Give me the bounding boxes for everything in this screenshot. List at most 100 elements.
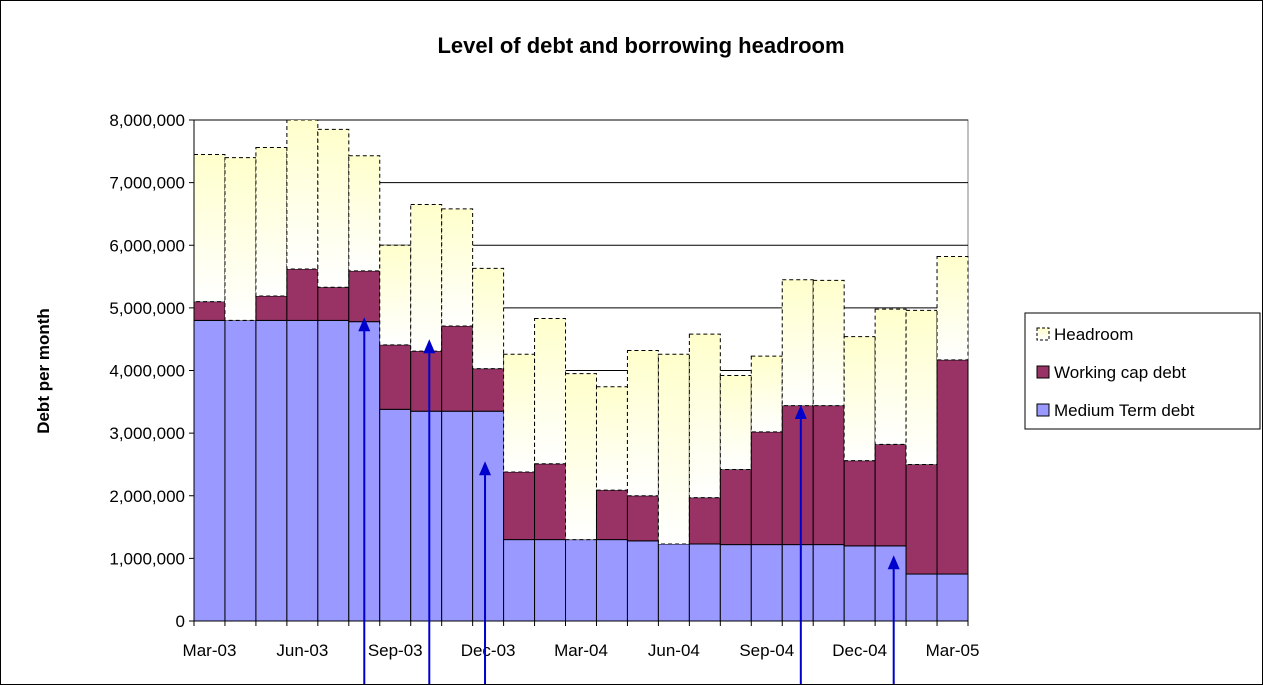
bar-medium-term-debt — [936, 573, 969, 622]
bar-working-cap-debt — [286, 268, 319, 321]
bar-working-cap-debt — [255, 295, 288, 321]
y-tick-label: 6,000,000 — [109, 236, 185, 255]
y-tick-label: 4,000,000 — [109, 362, 185, 381]
x-tick-label: Jun-03 — [276, 641, 328, 660]
annotation-arrows — [358, 317, 900, 684]
bar-medium-term-debt — [595, 539, 628, 622]
bar-working-cap-debt — [874, 443, 907, 547]
x-tick-label: Sep-04 — [739, 641, 794, 660]
bar-working-cap-debt — [348, 270, 381, 323]
legend-box — [1024, 312, 1261, 430]
y-tick-label: 5,000,000 — [109, 299, 185, 318]
bar-medium-term-debt — [874, 545, 907, 622]
x-tick-label: Jun-04 — [648, 641, 700, 660]
bar-medium-term-debt — [534, 539, 567, 622]
annotation-arrow-head — [887, 555, 900, 570]
bar-medium-term-debt — [905, 573, 938, 622]
legend-label: Working cap debt — [1054, 363, 1186, 382]
bar-headroom — [286, 119, 319, 270]
bar-working-cap-debt — [936, 359, 969, 575]
legend-label: Headroom — [1054, 325, 1133, 344]
annotation-arrow-head — [479, 461, 492, 476]
annotation-arrow-head — [358, 317, 371, 332]
bar-headroom — [781, 279, 814, 407]
x-tick-label: Dec-03 — [461, 641, 516, 660]
bar-medium-term-debt — [441, 410, 474, 622]
bar-working-cap-debt — [905, 463, 938, 575]
bar-medium-term-debt — [781, 544, 814, 622]
x-tick-label: Mar-05 — [926, 641, 980, 660]
annotation-arrow-head — [423, 339, 436, 354]
bar-headroom — [410, 204, 443, 352]
bar-medium-term-debt — [843, 545, 876, 622]
bar-working-cap-debt — [472, 368, 505, 412]
bar-headroom — [595, 386, 628, 491]
bar-working-cap-debt — [193, 301, 226, 321]
bar-working-cap-debt — [441, 325, 474, 412]
x-tick-label: Mar-04 — [554, 641, 608, 660]
x-tick-label: Sep-03 — [368, 641, 423, 660]
y-axis-label: Debt per month — [34, 308, 53, 434]
legend-swatch — [1036, 403, 1050, 417]
bar-working-cap-debt — [781, 405, 814, 546]
bar-medium-term-debt — [750, 544, 783, 622]
bar-headroom — [472, 267, 505, 370]
bar-medium-term-debt — [224, 319, 257, 622]
bar-medium-term-debt — [688, 543, 721, 622]
bar-headroom — [441, 208, 474, 327]
bar-medium-term-debt — [626, 540, 659, 622]
bar-medium-term-debt — [503, 539, 536, 622]
bar-medium-term-debt — [657, 543, 690, 622]
bar-working-cap-debt — [503, 471, 536, 541]
bar-working-cap-debt — [750, 431, 783, 546]
bar-headroom — [750, 355, 783, 433]
bars — [193, 119, 969, 622]
bar-working-cap-debt — [719, 468, 752, 546]
x-tick-label: Mar-03 — [183, 641, 237, 660]
bar-headroom — [255, 147, 288, 297]
bar-working-cap-debt — [812, 405, 845, 546]
y-tick-label: 0 — [176, 612, 185, 631]
bar-headroom — [565, 373, 597, 541]
bar-medium-term-debt — [317, 319, 350, 622]
bar-headroom — [936, 256, 969, 361]
y-tick-label: 3,000,000 — [109, 424, 185, 443]
chart-title: Level of debt and borrowing headroom — [437, 33, 844, 58]
bar-working-cap-debt — [379, 344, 412, 410]
bar-medium-term-debt — [719, 544, 752, 622]
bar-medium-term-debt — [565, 539, 597, 622]
y-tick-label: 1,000,000 — [109, 549, 185, 568]
bar-medium-term-debt — [193, 319, 226, 622]
bar-working-cap-debt — [534, 463, 567, 541]
legend-label: Medium Term debt — [1054, 401, 1195, 420]
bar-headroom — [379, 244, 412, 346]
bar-headroom — [657, 353, 690, 545]
legend: Headroom Working cap debt Medium Term debt — [1024, 312, 1261, 430]
x-tick-label: Dec-04 — [832, 641, 887, 660]
bar-working-cap-debt — [688, 497, 721, 545]
bar-headroom — [193, 153, 226, 303]
bar-headroom — [534, 318, 567, 465]
bar-headroom — [317, 128, 350, 288]
bar-headroom — [348, 155, 381, 272]
bar-headroom — [719, 375, 752, 470]
axes: 0 1,000,000 2,000,000 3,000,000 4,000,000 5,0… — [109, 111, 979, 660]
bar-medium-term-debt — [286, 319, 319, 622]
annotation-arrow-head — [794, 404, 807, 419]
bar-headroom — [905, 309, 938, 465]
bar-working-cap-debt — [595, 489, 628, 541]
bar-medium-term-debt — [812, 544, 845, 622]
bar-headroom — [843, 336, 876, 462]
y-tick-label: 7,000,000 — [109, 174, 185, 193]
bar-headroom — [688, 333, 721, 499]
legend-swatch — [1036, 365, 1050, 379]
bar-medium-term-debt — [472, 410, 505, 622]
bar-headroom — [874, 308, 907, 445]
bar-medium-term-debt — [410, 410, 443, 622]
y-tick-label: 8,000,000 — [109, 111, 185, 130]
bar-working-cap-debt — [843, 460, 876, 547]
bar-medium-term-debt — [379, 408, 412, 622]
bar-headroom — [626, 349, 659, 497]
